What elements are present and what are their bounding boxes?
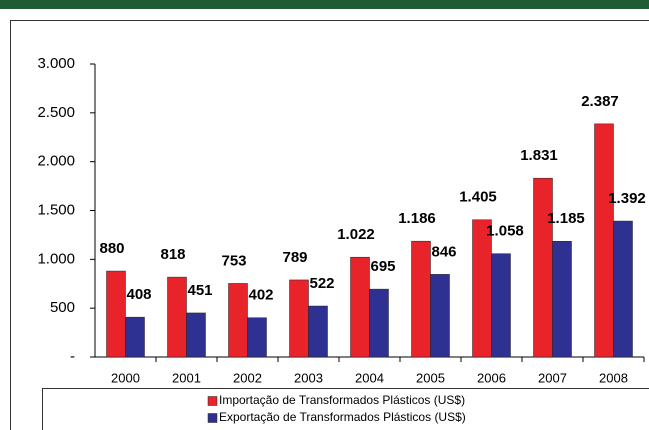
chart-frame [10,20,649,430]
y-tick-label: 1.000 [37,250,75,267]
legend-swatch [207,413,218,423]
bar [472,219,492,358]
y-tick-label: 500 [50,299,75,316]
legend-label: Importação de Transformados Plásticos (U… [219,393,465,407]
y-tick-label: 3.000 [37,55,75,72]
bar [594,123,614,358]
value-label: 1.058 [486,223,524,240]
y-tick-label: - [70,348,75,365]
y-tick-label: 2.000 [37,153,75,170]
bar [613,220,633,358]
bar [125,316,145,358]
bar [308,305,328,358]
value-label: 522 [309,275,334,292]
value-label: 1.405 [459,189,497,206]
value-label: 408 [126,286,151,303]
x-tick-label: 2002 [233,370,262,385]
value-label: 1.186 [398,210,436,227]
header-band [0,0,649,9]
value-label: 1.022 [337,226,375,243]
legend-label: Exportação de Transformados Plásticos (U… [219,410,466,424]
x-tick-label: 2003 [294,370,323,385]
bar [533,177,553,358]
value-label: 1.185 [547,210,585,227]
bar [186,312,206,358]
bar [552,241,572,358]
value-label: 1.831 [520,147,558,164]
bar [106,270,126,358]
x-tick-label: 2004 [355,370,384,385]
value-label: 753 [221,252,246,269]
x-tick-label: 2000 [111,370,140,385]
value-label: 880 [99,240,124,257]
bar [491,253,511,358]
bar [430,274,450,358]
bar [411,240,431,358]
bar [167,276,187,358]
value-label: 451 [187,282,212,299]
value-label: 846 [431,243,456,260]
value-label: 402 [248,287,273,304]
value-label: 789 [282,249,307,266]
legend-box [42,388,649,430]
legend-swatch [207,396,218,406]
value-label: 1.392 [608,190,646,207]
x-tick-label: 2006 [477,370,506,385]
x-tick-label: 2008 [599,370,628,385]
x-tick-label: 2005 [416,370,445,385]
value-label: 2.387 [581,93,619,110]
bar [228,283,248,358]
bar [247,317,267,358]
bar [350,256,370,358]
value-label: 818 [160,246,185,263]
y-tick-label: 1.500 [37,201,75,218]
x-tick-label: 2001 [172,370,201,385]
y-tick-label: 2.500 [37,104,75,121]
value-label: 695 [370,258,395,275]
bar [369,288,389,358]
x-tick-label: 2007 [538,370,567,385]
bar [289,279,309,358]
